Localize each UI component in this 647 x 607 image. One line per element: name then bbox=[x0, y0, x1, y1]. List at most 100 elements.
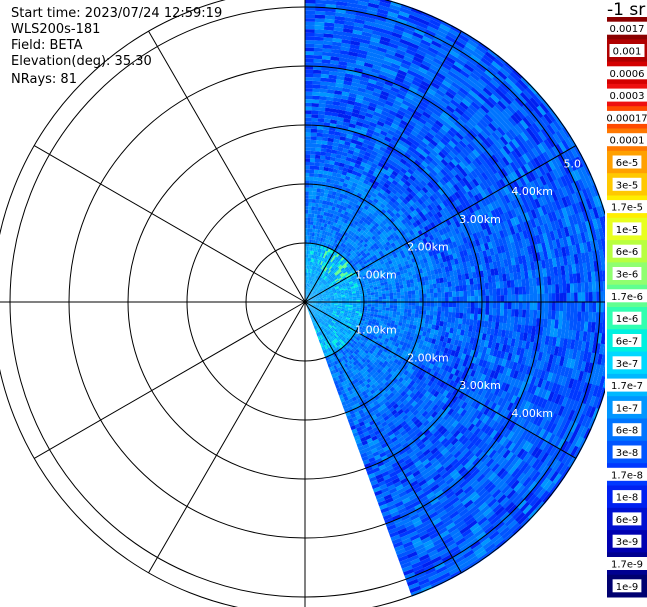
range-gate-cell bbox=[308, 254, 311, 258]
range-gate-cell bbox=[351, 257, 356, 262]
range-gate-cell bbox=[430, 169, 438, 177]
range-gate-cell bbox=[356, 90, 366, 97]
range-gate-cell bbox=[480, 198, 488, 207]
range-gate-cell bbox=[389, 307, 394, 312]
range-gate-cell bbox=[346, 184, 353, 190]
range-gate-cell bbox=[305, 220, 308, 225]
range-gate-cell bbox=[319, 196, 324, 201]
range-gate-cell bbox=[418, 211, 425, 218]
range-gate-cell bbox=[366, 160, 373, 167]
range-gate-cell bbox=[504, 294, 508, 303]
range-gate-cell bbox=[355, 263, 361, 267]
range-gate-cell bbox=[395, 285, 400, 290]
range-gate-cell bbox=[410, 100, 420, 108]
range-gate-cell bbox=[432, 95, 442, 104]
range-gate-cell bbox=[406, 226, 413, 232]
range-gate-cell bbox=[305, 7, 316, 11]
range-gate-cell bbox=[454, 198, 462, 207]
range-gate-cell bbox=[413, 194, 421, 201]
range-gate-cell bbox=[371, 247, 377, 253]
range-gate-cell bbox=[309, 265, 312, 270]
range-gate-cell bbox=[455, 206, 462, 214]
range-gate-cell bbox=[408, 305, 412, 310]
range-gate-cell bbox=[389, 39, 400, 46]
range-gate-cell bbox=[489, 302, 494, 309]
range-gate-cell bbox=[346, 62, 356, 68]
range-gate-cell bbox=[354, 101, 363, 108]
range-gate-cell bbox=[367, 105, 376, 112]
range-gate-cell bbox=[382, 29, 393, 36]
range-gate-cell bbox=[454, 191, 461, 199]
range-gate-cell bbox=[428, 101, 438, 110]
range-gate-cell bbox=[355, 11, 367, 18]
range-gate-cell bbox=[313, 251, 316, 256]
range-gate-cell bbox=[414, 123, 423, 131]
range-gate-cell bbox=[496, 126, 506, 137]
range-gate-cell bbox=[436, 211, 443, 219]
range-gate-cell bbox=[409, 155, 417, 163]
range-gate-cell bbox=[312, 195, 317, 200]
range-gate-cell bbox=[326, 279, 331, 284]
range-gate-cell bbox=[317, 225, 322, 230]
range-gate-cell bbox=[437, 292, 442, 298]
range-gate-cell bbox=[334, 252, 338, 257]
range-gate-cell bbox=[348, 239, 353, 244]
range-gate-cell bbox=[456, 296, 460, 303]
range-gate-cell bbox=[395, 182, 403, 190]
range-gate-cell bbox=[458, 150, 467, 159]
range-gate-cell bbox=[326, 239, 330, 244]
range-gate-cell bbox=[339, 136, 347, 141]
range-gate-cell bbox=[313, 292, 317, 296]
range-gate-cell bbox=[333, 23, 345, 29]
range-gate-cell bbox=[423, 157, 431, 166]
range-gate-cell bbox=[531, 135, 541, 146]
range-gate-cell bbox=[497, 85, 508, 96]
range-gate-cell bbox=[470, 101, 481, 111]
range-gate-cell bbox=[358, 153, 365, 159]
range-gate-cell bbox=[373, 22, 385, 30]
range-gate-cell bbox=[320, 77, 329, 82]
range-gate-cell bbox=[389, 310, 393, 315]
range-gate-cell bbox=[305, 3, 316, 8]
range-gate-cell bbox=[384, 161, 392, 168]
range-gate-cell bbox=[478, 42, 490, 52]
range-gate-cell bbox=[336, 1, 348, 7]
range-gate-cell bbox=[456, 36, 468, 46]
range-gate-cell bbox=[389, 295, 394, 300]
range-gate-cell bbox=[323, 258, 327, 263]
range-gate-cell bbox=[350, 173, 357, 179]
range-gate-cell bbox=[333, 135, 341, 140]
range-gate-cell bbox=[330, 272, 335, 277]
range-gate-cell bbox=[547, 284, 552, 294]
range-gate-cell bbox=[353, 178, 360, 185]
range-gate-cell bbox=[341, 275, 346, 279]
range-gate-cell bbox=[364, 223, 370, 229]
range-gate-cell bbox=[326, 178, 332, 183]
range-gate-cell bbox=[358, 266, 363, 271]
range-gate-cell bbox=[361, 100, 371, 106]
range-gate-cell bbox=[307, 296, 311, 300]
range-gate-cell bbox=[338, 57, 349, 63]
range-gate-cell bbox=[535, 92, 546, 104]
range-gate-cell bbox=[328, 261, 332, 266]
range-gate-cell bbox=[402, 164, 410, 172]
range-gate-cell bbox=[388, 239, 394, 245]
range-gate-cell bbox=[357, 114, 366, 120]
range-gate-cell bbox=[371, 33, 382, 40]
range-gate-cell bbox=[436, 181, 444, 189]
range-gate-cell bbox=[320, 81, 329, 86]
range-gate-cell bbox=[314, 270, 317, 275]
range-gate-cell bbox=[415, 25, 427, 33]
range-gate-cell bbox=[491, 131, 501, 141]
range-gate-cell bbox=[352, 242, 357, 248]
range-gate-cell bbox=[316, 280, 320, 284]
range-gate-cell bbox=[332, 242, 337, 247]
range-gate-cell bbox=[402, 31, 413, 39]
range-gate-cell bbox=[381, 290, 386, 294]
range-gate-cell bbox=[414, 52, 425, 61]
range-gate-cell bbox=[324, 277, 329, 281]
range-gate-cell bbox=[340, 155, 347, 161]
range-gate-cell bbox=[333, 97, 341, 103]
range-gate-cell bbox=[518, 309, 523, 318]
range-gate-cell bbox=[373, 0, 381, 2]
